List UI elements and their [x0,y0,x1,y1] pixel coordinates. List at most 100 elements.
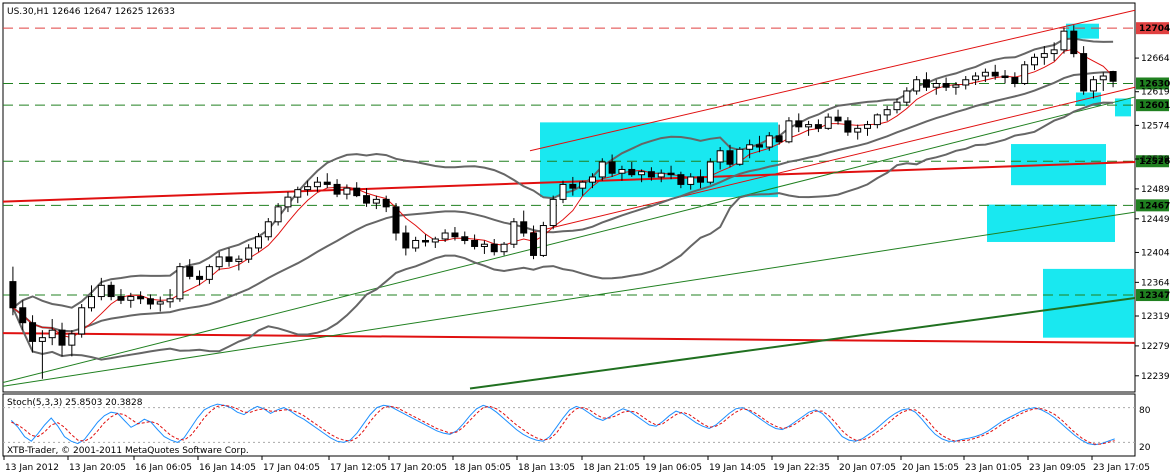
candle[interactable] [68,330,76,357]
candle[interactable] [490,238,498,256]
candle[interactable] [746,139,754,159]
candle[interactable] [137,291,145,305]
candle[interactable] [736,147,744,166]
candle[interactable] [1001,70,1009,84]
candle[interactable] [38,330,46,379]
candle[interactable] [176,262,184,302]
candle[interactable] [9,266,17,316]
candle[interactable] [313,176,321,192]
candle[interactable] [677,171,685,189]
candle[interactable] [785,117,793,144]
candle[interactable] [87,285,95,312]
candle[interactable] [972,72,980,85]
candle[interactable] [657,169,665,183]
candle[interactable] [922,72,930,91]
candle[interactable] [48,318,56,346]
candle[interactable] [608,154,616,177]
candle[interactable] [1109,70,1117,88]
candle[interactable] [412,236,420,252]
candle[interactable] [156,296,164,312]
candle[interactable] [421,234,429,247]
candle[interactable] [530,225,538,260]
candle[interactable] [549,195,557,230]
candle[interactable] [1040,46,1048,65]
candle[interactable] [559,180,567,204]
candle[interactable] [795,113,803,133]
candle[interactable] [1031,53,1039,71]
candle[interactable] [500,241,508,256]
candle[interactable] [638,169,646,183]
candle[interactable] [107,281,115,301]
candle[interactable] [274,203,282,226]
candle[interactable] [952,82,960,95]
candle[interactable] [186,259,194,280]
candle[interactable] [19,300,27,331]
candle[interactable] [618,165,626,181]
candle[interactable] [166,289,174,308]
candle[interactable] [225,247,233,267]
candle[interactable] [441,229,449,242]
candle[interactable] [706,158,714,185]
candle[interactable] [254,233,262,252]
candle[interactable] [245,244,253,263]
candle[interactable] [981,68,989,82]
candle[interactable] [471,234,479,250]
candle[interactable] [451,227,459,241]
candle[interactable] [304,180,312,196]
candle[interactable] [520,210,528,237]
candle[interactable] [628,161,636,177]
candle[interactable] [647,167,655,181]
candle[interactable] [196,270,204,286]
candle[interactable] [991,64,999,80]
candle[interactable] [294,186,302,204]
candle[interactable] [755,135,763,153]
candle[interactable] [235,255,243,271]
candle[interactable] [402,225,410,256]
candle[interactable] [29,315,37,353]
candle[interactable] [1060,27,1068,54]
candle[interactable] [1089,76,1097,99]
candle[interactable] [942,77,950,91]
candle[interactable] [510,218,518,248]
candle[interactable] [667,165,675,180]
candle[interactable] [834,109,842,125]
candle[interactable] [1099,72,1107,91]
candle[interactable] [598,158,606,181]
candle[interactable] [539,221,547,257]
candle[interactable] [127,292,135,308]
candle[interactable] [697,169,705,189]
candle[interactable] [264,218,272,241]
candle[interactable] [1050,42,1058,62]
candle[interactable] [1070,25,1078,58]
candle[interactable] [903,87,911,106]
candle[interactable] [893,98,901,114]
candle[interactable] [284,191,292,213]
candle[interactable] [864,120,872,136]
candle[interactable] [1080,46,1088,95]
candle[interactable] [480,240,488,254]
candle[interactable] [97,277,105,301]
candle[interactable] [363,188,371,207]
candle[interactable] [461,231,469,245]
candle[interactable] [205,264,213,284]
candle[interactable] [765,132,773,151]
candle[interactable] [1021,61,1029,85]
candle[interactable] [1011,72,1019,88]
candle[interactable] [372,195,380,210]
candle[interactable] [588,173,596,189]
candle[interactable] [814,119,822,133]
candle[interactable] [569,176,577,196]
candle[interactable] [323,173,331,189]
candle[interactable] [431,236,439,248]
candle[interactable] [343,184,351,200]
candle[interactable] [382,195,390,213]
candle[interactable] [78,304,86,338]
candle[interactable] [687,173,695,190]
candle[interactable] [824,113,832,130]
candle[interactable] [844,117,852,136]
candle[interactable] [117,289,125,305]
candle[interactable] [353,182,361,198]
candle[interactable] [579,180,587,196]
